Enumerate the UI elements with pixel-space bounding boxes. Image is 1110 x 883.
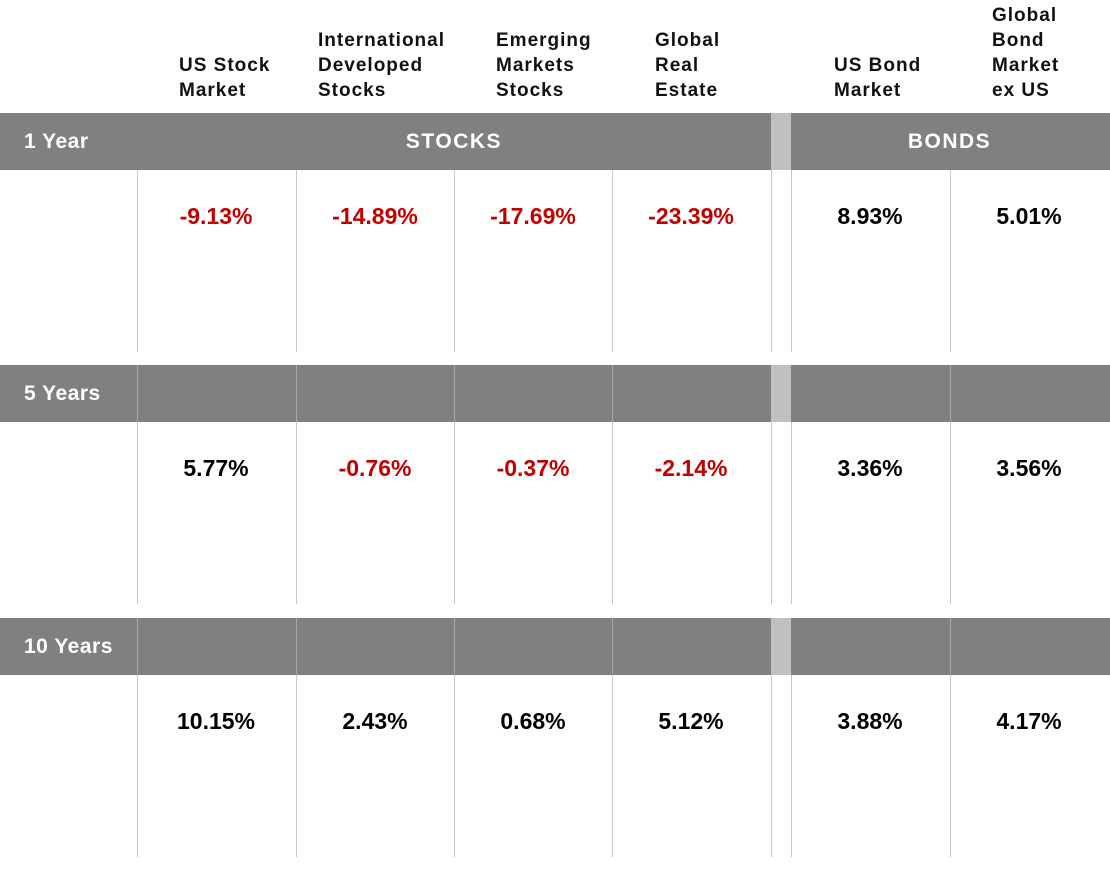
cell-divider <box>771 422 772 604</box>
band-divider <box>950 365 951 422</box>
cell-divider <box>791 422 792 604</box>
return-value: 2.43% <box>342 708 408 734</box>
cell-divider <box>137 422 138 604</box>
cell-divider <box>137 170 138 352</box>
cell-divider <box>791 170 792 352</box>
cell-divider <box>296 170 297 352</box>
column-header-international-developed-stocks: International Developed Stocks <box>318 30 446 101</box>
return-value: 4.17% <box>996 708 1062 734</box>
cell-divider <box>771 675 772 857</box>
return-value: -2.14% <box>654 455 728 481</box>
cell-divider <box>771 170 772 352</box>
cell-divider <box>950 675 951 857</box>
cell-divider <box>950 170 951 352</box>
row-label-1-year: 1 Year <box>24 130 89 153</box>
column-header-global-bond-market-ex-us: Global Bond Market ex US <box>992 5 1060 101</box>
return-value: -9.13% <box>179 203 253 229</box>
group-label-bonds: BONDS <box>907 130 992 153</box>
cell-divider <box>454 675 455 857</box>
cell-divider <box>296 422 297 604</box>
band-divider <box>454 618 455 675</box>
band-divider <box>137 365 138 422</box>
cell-divider <box>454 422 455 604</box>
band-divider <box>296 365 297 422</box>
column-header-emerging-markets-stocks: Emerging Markets Stocks <box>496 30 592 101</box>
column-header-us-bond-market: US Bond Market <box>834 55 922 101</box>
cell-divider <box>950 422 951 604</box>
cell-divider <box>612 422 613 604</box>
return-value: 0.68% <box>500 708 566 734</box>
band-divider <box>950 618 951 675</box>
return-value: 5.01% <box>996 203 1062 229</box>
group-gap-3 <box>771 618 791 675</box>
return-value: -0.76% <box>338 455 412 481</box>
band-divider <box>612 365 613 422</box>
return-value: 8.93% <box>837 203 903 229</box>
cell-divider <box>791 675 792 857</box>
column-header-global-real-estate: Global Real Estate <box>655 30 721 101</box>
band-divider <box>296 618 297 675</box>
column-header-us-stock-market: US Stock Market <box>179 55 271 101</box>
return-value: -0.37% <box>496 455 570 481</box>
return-value: 3.56% <box>996 455 1062 481</box>
band-divider <box>454 365 455 422</box>
band-divider <box>137 618 138 675</box>
cell-divider <box>612 675 613 857</box>
return-value: 3.88% <box>837 708 903 734</box>
return-value: -17.69% <box>490 203 576 229</box>
cell-divider <box>612 170 613 352</box>
row-label-10-years: 10 Years <box>24 635 113 658</box>
return-value: -14.89% <box>332 203 418 229</box>
group-label-stocks: STOCKS <box>405 130 503 153</box>
group-gap-1 <box>771 113 791 170</box>
cell-divider <box>296 675 297 857</box>
return-value: 10.15% <box>176 708 255 734</box>
return-value: -23.39% <box>648 203 734 229</box>
cell-divider <box>137 675 138 857</box>
return-value: 5.77% <box>183 455 249 481</box>
row-label-5-years: 5 Years <box>24 382 101 405</box>
cell-divider <box>454 170 455 352</box>
row-band-10-years: 10 Years <box>0 618 1110 675</box>
return-value: 3.36% <box>837 455 903 481</box>
return-value: 5.12% <box>658 708 724 734</box>
row-band-5-years: 5 Years <box>0 365 1110 422</box>
group-gap-2 <box>771 365 791 422</box>
row-band-1-year: 1 Year STOCKS BONDS <box>0 113 1110 170</box>
band-divider <box>612 618 613 675</box>
